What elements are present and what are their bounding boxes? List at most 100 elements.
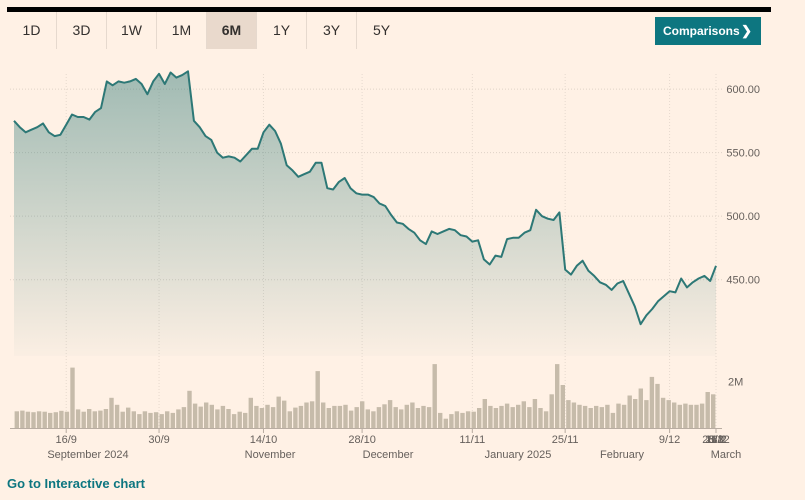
volume-bar — [148, 412, 153, 428]
volume-bar — [326, 408, 331, 428]
volume-bar — [103, 409, 109, 428]
tab-1d[interactable]: 1D — [7, 12, 57, 49]
volume-bar — [114, 404, 120, 428]
x-tick-label: 9/12 — [659, 434, 680, 446]
volume-bar — [510, 407, 515, 428]
volume-bar — [165, 411, 170, 428]
volume-bar — [549, 394, 554, 428]
volume-bar — [215, 409, 220, 428]
x-tick-label: 30/9 — [148, 434, 169, 446]
volume-bar — [488, 405, 493, 428]
volume-bar — [582, 405, 588, 428]
volume-bar — [438, 412, 443, 428]
volume-bar — [276, 396, 281, 428]
volume-bar — [131, 411, 136, 428]
tab-3y[interactable]: 3Y — [307, 12, 357, 49]
x-tick-label: 16/9 — [56, 434, 77, 446]
volume-bar — [711, 394, 716, 428]
volume-bar — [309, 401, 315, 428]
volume-bar — [532, 399, 538, 428]
price-tick-label: 550.00 — [726, 148, 760, 160]
volume-bar — [588, 408, 593, 428]
volume-bar — [36, 411, 42, 428]
volume-bar — [170, 412, 175, 428]
volume-bar — [694, 404, 699, 428]
x-tick-label: 25/11 — [552, 434, 579, 446]
volume-bar — [638, 388, 643, 428]
interactive-chart-link[interactable]: Go to Interactive chart — [7, 476, 145, 491]
volume-bar — [98, 410, 103, 428]
comparisons-button[interactable]: Comparisons ❯ — [655, 17, 761, 45]
volume-bar — [705, 392, 710, 428]
volume-bar — [482, 399, 487, 428]
tab-1m[interactable]: 1M — [157, 12, 207, 49]
volume-bar — [332, 405, 337, 428]
volume-bar — [605, 404, 610, 428]
volume-bar — [555, 364, 560, 428]
month-label: March — [711, 449, 742, 461]
price-area — [14, 71, 716, 357]
volume-bar — [226, 409, 231, 428]
volume-bar — [521, 401, 526, 428]
tab-1y[interactable]: 1Y — [257, 12, 307, 49]
volume-bar — [25, 411, 31, 428]
volume-bar — [410, 402, 415, 428]
volume-bar — [181, 407, 187, 428]
volume-bar — [493, 408, 499, 428]
tab-6m[interactable]: 6M — [207, 12, 257, 49]
volume-bar — [504, 403, 510, 428]
volume-bar — [577, 404, 582, 428]
x-tick-label: 11/11 — [459, 434, 485, 446]
volume-bar — [454, 411, 460, 428]
tab-1w[interactable]: 1W — [107, 12, 157, 49]
volume-bar — [187, 390, 192, 428]
comparisons-label: Comparisons — [663, 24, 740, 38]
volume-bar — [176, 409, 181, 428]
tab-3d[interactable]: 3D — [57, 12, 107, 49]
volume-bar — [270, 407, 276, 428]
volume-bar — [237, 411, 242, 428]
price-tick-label: 600.00 — [726, 84, 760, 96]
volume-bar — [421, 405, 426, 428]
volume-bar — [87, 409, 92, 428]
volume-bar — [415, 408, 421, 428]
volume-bar — [243, 412, 248, 428]
volume-bar — [688, 404, 694, 428]
volume-bar — [248, 397, 253, 428]
volume-bar — [633, 399, 638, 428]
volume-bar — [465, 411, 471, 428]
price-chart: 600.00 550.00 500.00 450.00 2M 16/9 30/9 14/10 2… — [10, 70, 760, 461]
volume-bar — [126, 407, 131, 428]
volume-bar — [660, 397, 666, 428]
volume-bar — [543, 411, 549, 428]
volume-bar — [666, 400, 671, 428]
x-tick-label: 3/3 — [708, 434, 723, 446]
volume-bar — [209, 404, 214, 428]
volume-bar — [53, 412, 58, 428]
volume-tick-label: 2M — [728, 377, 743, 389]
tab-5y[interactable]: 5Y — [372, 22, 391, 38]
x-tick-label: 14/10 — [250, 434, 278, 446]
volume-bar — [610, 412, 616, 428]
volume-bar — [192, 403, 198, 428]
volume-bar — [293, 407, 298, 428]
volume-bar — [360, 401, 365, 428]
month-label: January 2025 — [485, 449, 552, 461]
time-range-tabs: 1D 3D 1W 1M 6M 1Y 3Y 5Y — [7, 12, 406, 49]
volume-bar — [259, 408, 265, 428]
x-tick-label: 21/1 — [705, 434, 726, 446]
x-tick-label: 18/2 — [705, 434, 726, 446]
x-tick-label: 3/2 — [708, 434, 723, 446]
volume-bar — [42, 411, 47, 428]
volume-bar — [527, 407, 532, 428]
top-rule — [7, 7, 771, 12]
x-tick-label: 23/12 — [702, 434, 730, 446]
volume-bar — [677, 404, 682, 428]
volume-bar — [594, 405, 599, 428]
price-series-line — [13, 70, 717, 326]
volume-bar — [315, 371, 320, 428]
volume-bar — [92, 411, 97, 428]
volume-bar — [516, 404, 521, 428]
volume-bar — [538, 408, 543, 428]
volume-bar — [31, 412, 36, 428]
